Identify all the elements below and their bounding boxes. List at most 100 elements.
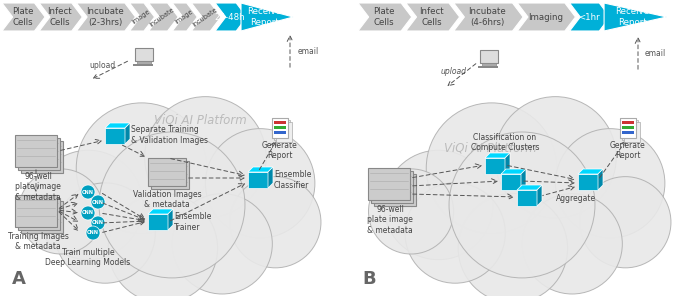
Circle shape xyxy=(86,226,100,240)
Text: Train multiple
Deep Learning Models: Train multiple Deep Learning Models xyxy=(46,248,131,267)
FancyBboxPatch shape xyxy=(478,66,498,68)
Polygon shape xyxy=(485,153,510,158)
Text: Infect
Cells: Infect Cells xyxy=(48,7,72,27)
Text: Aggregate: Aggregate xyxy=(556,194,596,203)
Text: CNN: CNN xyxy=(92,200,104,205)
Circle shape xyxy=(230,177,321,268)
FancyBboxPatch shape xyxy=(276,122,292,142)
Circle shape xyxy=(555,129,665,238)
Text: ViQi AI Platform: ViQi AI Platform xyxy=(444,141,536,155)
Polygon shape xyxy=(517,190,537,206)
FancyBboxPatch shape xyxy=(272,118,288,138)
Text: Plate
Cells: Plate Cells xyxy=(373,7,395,27)
Polygon shape xyxy=(604,3,666,31)
Text: Infect
Cells: Infect Cells xyxy=(419,7,444,27)
Polygon shape xyxy=(505,153,510,174)
Text: Classification on
Compute Clusters: Classification on Compute Clusters xyxy=(470,133,539,152)
Circle shape xyxy=(99,132,245,278)
Polygon shape xyxy=(148,3,178,31)
Text: CNN: CNN xyxy=(87,231,99,236)
FancyBboxPatch shape xyxy=(274,120,290,140)
Text: Training Images
& metadata: Training Images & metadata xyxy=(8,232,69,251)
Text: email: email xyxy=(645,49,666,59)
Polygon shape xyxy=(570,3,610,31)
Text: Validation Images
& metadata: Validation Images & metadata xyxy=(133,190,202,209)
Circle shape xyxy=(458,194,568,296)
Text: ViQi AI Platform: ViQi AI Platform xyxy=(153,113,246,126)
Text: Receive
Report: Receive Report xyxy=(615,7,650,27)
Text: Image: Image xyxy=(174,9,194,25)
Text: Plate
Cells: Plate Cells xyxy=(12,7,33,27)
Circle shape xyxy=(91,216,105,230)
Text: Incubate: Incubate xyxy=(192,6,218,28)
Circle shape xyxy=(384,150,493,260)
Circle shape xyxy=(108,194,218,296)
FancyBboxPatch shape xyxy=(21,201,63,233)
FancyBboxPatch shape xyxy=(482,63,496,66)
Circle shape xyxy=(172,194,272,294)
Polygon shape xyxy=(358,3,412,31)
FancyBboxPatch shape xyxy=(272,118,288,138)
Text: Separate Training
& Validation Images: Separate Training & Validation Images xyxy=(131,125,208,145)
Polygon shape xyxy=(521,169,526,190)
Text: Ensemble
Trainer: Ensemble Trainer xyxy=(174,212,211,232)
Polygon shape xyxy=(268,167,273,188)
Polygon shape xyxy=(537,185,542,206)
Circle shape xyxy=(91,195,105,209)
FancyBboxPatch shape xyxy=(151,161,189,189)
Text: 24-48h: 24-48h xyxy=(215,12,245,22)
Polygon shape xyxy=(248,167,273,172)
FancyBboxPatch shape xyxy=(15,135,57,167)
Polygon shape xyxy=(39,3,83,31)
Polygon shape xyxy=(105,123,130,128)
Polygon shape xyxy=(578,174,598,190)
Circle shape xyxy=(18,169,104,254)
Text: Incubate: Incubate xyxy=(149,6,176,28)
Text: Incubate
(2-3hrs): Incubate (2-3hrs) xyxy=(86,7,124,27)
Circle shape xyxy=(495,96,616,218)
FancyBboxPatch shape xyxy=(622,126,634,129)
Text: B: B xyxy=(362,270,376,288)
Circle shape xyxy=(145,96,266,218)
Circle shape xyxy=(580,177,671,268)
Polygon shape xyxy=(125,123,130,144)
FancyBboxPatch shape xyxy=(21,141,63,173)
Polygon shape xyxy=(501,174,521,190)
FancyBboxPatch shape xyxy=(620,118,636,138)
Circle shape xyxy=(522,194,622,294)
Polygon shape xyxy=(148,214,168,230)
Polygon shape xyxy=(130,3,155,31)
Circle shape xyxy=(368,169,454,254)
FancyBboxPatch shape xyxy=(18,138,60,170)
FancyBboxPatch shape xyxy=(368,168,410,200)
Polygon shape xyxy=(248,172,268,188)
Text: upload: upload xyxy=(90,62,116,70)
Circle shape xyxy=(405,183,505,283)
Polygon shape xyxy=(485,158,505,174)
Text: CNN: CNN xyxy=(82,189,94,194)
Circle shape xyxy=(449,132,595,278)
Text: Image: Image xyxy=(131,9,151,25)
Text: Receive
Report: Receive Report xyxy=(248,7,281,27)
Polygon shape xyxy=(517,185,542,190)
Text: 96-well
plate image
& metadata: 96-well plate image & metadata xyxy=(15,172,61,202)
Circle shape xyxy=(55,183,155,283)
FancyBboxPatch shape xyxy=(622,121,634,124)
Polygon shape xyxy=(501,169,526,174)
Text: CNN: CNN xyxy=(82,210,94,215)
Polygon shape xyxy=(76,3,136,31)
FancyBboxPatch shape xyxy=(371,171,413,203)
Polygon shape xyxy=(517,3,575,31)
Polygon shape xyxy=(2,3,45,31)
Polygon shape xyxy=(406,3,460,31)
Polygon shape xyxy=(105,128,125,144)
FancyBboxPatch shape xyxy=(133,64,153,66)
FancyBboxPatch shape xyxy=(15,195,57,227)
FancyBboxPatch shape xyxy=(18,198,60,230)
Circle shape xyxy=(76,103,207,234)
FancyBboxPatch shape xyxy=(480,50,498,63)
Text: A: A xyxy=(12,270,26,288)
Text: Ensemble
Classifier: Ensemble Classifier xyxy=(274,170,312,190)
Text: CNN: CNN xyxy=(92,221,104,226)
FancyBboxPatch shape xyxy=(374,174,416,206)
